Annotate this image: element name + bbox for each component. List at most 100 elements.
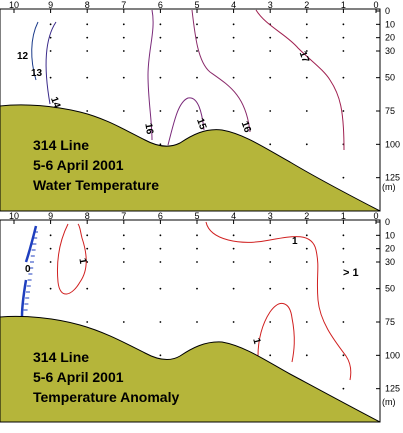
sample-dot	[269, 234, 272, 237]
sample-dot	[269, 321, 272, 323]
x-tick-labels: 10 9 8 7 6 5 4 3 2 1 0	[9, 0, 379, 10]
sample-dot	[342, 321, 345, 323]
sample-dot	[159, 50, 162, 52]
sample-dot	[342, 261, 345, 263]
x-tick-label: 1	[341, 211, 346, 221]
sample-dot	[49, 247, 52, 250]
contour-17	[255, 9, 345, 151]
sample-dot	[86, 36, 89, 39]
contour-label: 17	[297, 50, 311, 65]
contour-label: 0	[25, 264, 31, 275]
contour-label: 13	[31, 68, 43, 79]
sample-dot	[159, 287, 162, 290]
x-tick-label: 10	[9, 211, 19, 221]
y-tick-label: 10	[385, 19, 395, 29]
contour-14	[45, 21, 57, 105]
y-tick-label: 50	[385, 73, 395, 83]
sample-dot	[86, 247, 89, 250]
contour-label: 15	[194, 117, 208, 132]
y-tick-label: 125	[385, 173, 400, 183]
title-line-3: Water Temperature	[33, 177, 159, 193]
title-line-2: 5-6 April 2001	[33, 369, 124, 385]
sample-dot	[196, 234, 198, 237]
sample-dot	[342, 247, 345, 250]
sample-dot	[159, 261, 162, 263]
contour-label: 1	[76, 257, 88, 265]
sample-dot	[86, 234, 89, 237]
sample-dot	[49, 23, 52, 26]
sample-dot	[122, 36, 125, 39]
sample-dot	[305, 354, 308, 357]
sample-dot	[122, 321, 125, 323]
sample-dot	[342, 110, 345, 112]
x-tick-label: 2	[304, 211, 309, 221]
x-tick-label: 0	[373, 211, 378, 221]
sample-dot	[49, 234, 52, 237]
sample-dot	[159, 23, 162, 26]
tick-marks	[13, 9, 380, 179]
x-tick-label: 5	[194, 0, 199, 10]
sample-dot	[232, 321, 235, 323]
x-tick-label: 5	[194, 211, 199, 221]
sample-dot	[196, 247, 198, 250]
sample-dot	[305, 321, 308, 323]
sample-dot	[269, 287, 272, 290]
x-tick-label: 4	[231, 0, 236, 10]
y-tick-label: 0	[385, 6, 390, 16]
sample-dot	[122, 110, 125, 112]
sample-dot	[342, 50, 345, 52]
sample-dot	[196, 321, 198, 323]
contour-label: 16	[142, 122, 155, 135]
sample-dot	[342, 354, 345, 357]
y-axis-unit: (m)	[382, 397, 396, 407]
y-tick-label: 20	[385, 244, 395, 254]
sample-dot	[196, 23, 198, 26]
bottom-topography	[0, 104, 381, 212]
sample-dot	[49, 36, 52, 39]
sample-dot	[269, 354, 272, 357]
sample-dot	[159, 247, 162, 250]
sample-dot	[159, 110, 162, 112]
x-tick-label: 0	[373, 0, 378, 10]
sample-dot	[232, 50, 235, 52]
contour-16-right	[191, 9, 251, 133]
sample-dot	[305, 261, 308, 263]
sample-dot	[86, 50, 89, 52]
sample-dot	[342, 76, 345, 79]
y-tick-label: 100	[385, 139, 400, 149]
contour-label: 1	[250, 337, 262, 346]
sample-dot	[232, 110, 235, 112]
x-tick-label: 3	[268, 0, 273, 10]
anomaly-annotation: > 1	[343, 267, 359, 279]
sample-dot	[269, 143, 272, 146]
sample-dot	[232, 36, 235, 39]
sample-dot	[342, 387, 345, 390]
sample-dot	[122, 261, 125, 263]
y-tick-label: 10	[385, 230, 395, 240]
sample-dot	[159, 234, 162, 237]
sample-dot	[49, 261, 52, 263]
sample-dot	[159, 321, 162, 323]
x-tick-label: 7	[121, 0, 126, 10]
sample-dot	[305, 247, 308, 250]
sample-dot	[159, 354, 162, 357]
sample-dot	[232, 76, 235, 79]
y-tick-label: 75	[385, 317, 395, 327]
y-tick-label: 30	[385, 46, 395, 56]
contour-1-left	[57, 223, 87, 295]
sample-dot	[305, 143, 308, 146]
x-tick-label: 6	[158, 211, 163, 221]
y-tick-label: 100	[385, 350, 400, 360]
x-tick-label: 4	[231, 211, 236, 221]
x-tick-label: 9	[48, 0, 53, 10]
sample-dot	[159, 76, 162, 79]
sample-dot	[232, 247, 235, 250]
sample-dot	[86, 23, 89, 26]
sample-dot	[122, 234, 125, 237]
sample-dot	[122, 76, 125, 79]
sample-dot	[305, 76, 308, 79]
sample-dot	[196, 261, 198, 263]
contour-15	[167, 97, 205, 146]
